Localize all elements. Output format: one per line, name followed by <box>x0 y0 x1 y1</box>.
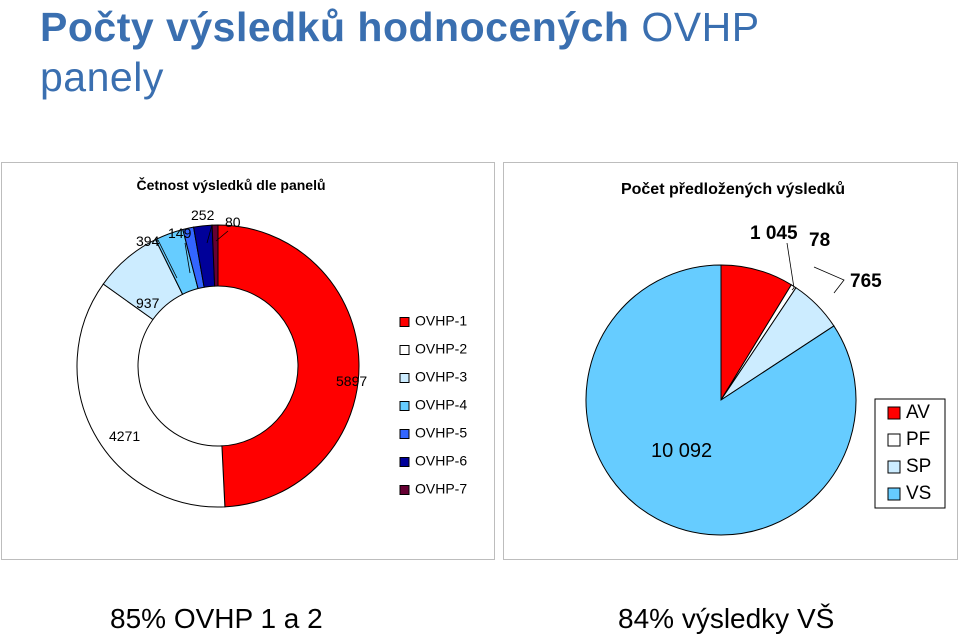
legend-label-av: AV <box>906 402 930 423</box>
data-label-ovhp-4: 394 <box>136 233 160 249</box>
doughnut-chart-title: Četnost výsledků dle panelů <box>136 176 325 193</box>
legend-swatch-ovhp-3 <box>399 373 410 383</box>
legend-swatch-ovhp-6 <box>399 457 410 467</box>
slide-title-light: OVHP <box>641 4 760 50</box>
data-label-ovhp-1: 5897 <box>336 373 367 389</box>
legend-swatch-ovhp-1 <box>399 317 410 327</box>
leader-line-ovhp-4 <box>157 239 178 279</box>
leader-line-pf <box>786 242 795 291</box>
data-label-ovhp-2: 4271 <box>109 428 140 444</box>
legend-swatch-ovhp-4 <box>399 401 410 411</box>
data-label-ovhp-7: 80 <box>225 214 241 230</box>
data-label-ovhp-5: 149 <box>168 225 192 241</box>
leader-line-sp <box>813 266 845 294</box>
legend-label-vs: VS <box>906 483 931 504</box>
legend-swatch-ovhp-2 <box>399 345 410 355</box>
slice-vs <box>585 264 857 536</box>
legend-label-ovhp-7: OVHP-7 <box>415 481 467 497</box>
data-label-vs: 10 092 <box>651 440 712 462</box>
legend-swatch-ovhp-5 <box>399 429 410 439</box>
leader-line-ovhp-5 <box>184 242 191 274</box>
legend-label-ovhp-3: OVHP-3 <box>415 369 467 385</box>
legend-swatch-sp <box>887 460 901 474</box>
legend-label-ovhp-4: OVHP-4 <box>415 397 467 413</box>
slide-title: Počty výsledků hodnocených OVHP panely <box>40 2 940 102</box>
legend-label-ovhp-1: OVHP-1 <box>415 313 467 329</box>
legend-label-sp: SP <box>906 456 931 477</box>
data-label-sp: 765 <box>850 271 882 292</box>
legend-label-ovhp-5: OVHP-5 <box>415 425 467 441</box>
data-label-av: 1 045 <box>750 223 798 244</box>
data-label-ovhp-6: 252 <box>191 207 215 223</box>
legend-swatch-vs <box>887 487 901 501</box>
caption-left: 85% OVHP 1 a 2 <box>110 603 323 634</box>
data-label-ovhp-3: 937 <box>136 295 160 311</box>
data-label-pf: 78 <box>809 230 830 251</box>
legend-label-ovhp-6: OVHP-6 <box>415 453 467 469</box>
leader-line-ovhp-6 <box>206 224 213 244</box>
slice-ovhp-1 <box>217 224 360 508</box>
legend-label-pf: PF <box>906 429 930 450</box>
pie-chart-panel: Počet předložených výsledků 1 045 78 765 10… <box>503 162 958 560</box>
legend-frame <box>874 398 946 509</box>
doughnut-chart: Četnost výsledků dle panelů 5897 4271 937 3… <box>76 176 467 508</box>
legend-swatch-pf <box>887 433 901 447</box>
doughnut-chart-panel: Četnost výsledků dle panelů 5897 4271 937 3… <box>1 162 495 560</box>
legend-swatch-ovhp-7 <box>399 485 410 495</box>
pie-chart-title: Počet předložených výsledků <box>621 181 845 198</box>
caption-right: 84% výsledky VŠ <box>618 603 835 634</box>
legend-label-ovhp-2: OVHP-2 <box>415 341 467 357</box>
slide-title-bold: Počty výsledků hodnocených <box>40 4 630 50</box>
legend-swatch-av <box>887 406 901 420</box>
leader-line-ovhp-7 <box>215 230 229 242</box>
slide-title-line2: panely <box>40 54 164 100</box>
slice-ovhp-2 <box>76 283 226 508</box>
pie-chart: Počet předložených výsledků 1 045 78 765 10… <box>585 181 946 536</box>
